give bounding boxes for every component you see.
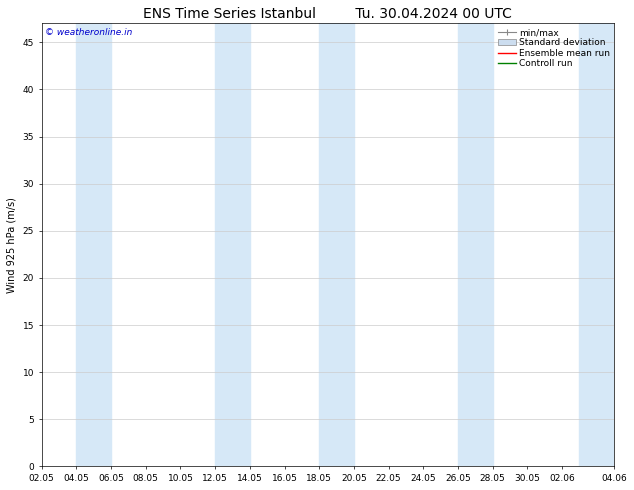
Bar: [320, 24, 354, 466]
Text: © weatheronline.in: © weatheronline.in: [44, 28, 132, 37]
Bar: [215, 24, 250, 466]
Y-axis label: Wind 925 hPa (m/s): Wind 925 hPa (m/s): [7, 197, 17, 293]
Bar: [458, 24, 493, 466]
Legend: min/max, Standard deviation, Ensemble mean run, Controll run: min/max, Standard deviation, Ensemble me…: [496, 26, 611, 70]
Title: ENS Time Series Istanbul         Tu. 30.04.2024 00 UTC: ENS Time Series Istanbul Tu. 30.04.2024 …: [143, 7, 512, 21]
Bar: [76, 24, 111, 466]
Bar: [579, 24, 614, 466]
